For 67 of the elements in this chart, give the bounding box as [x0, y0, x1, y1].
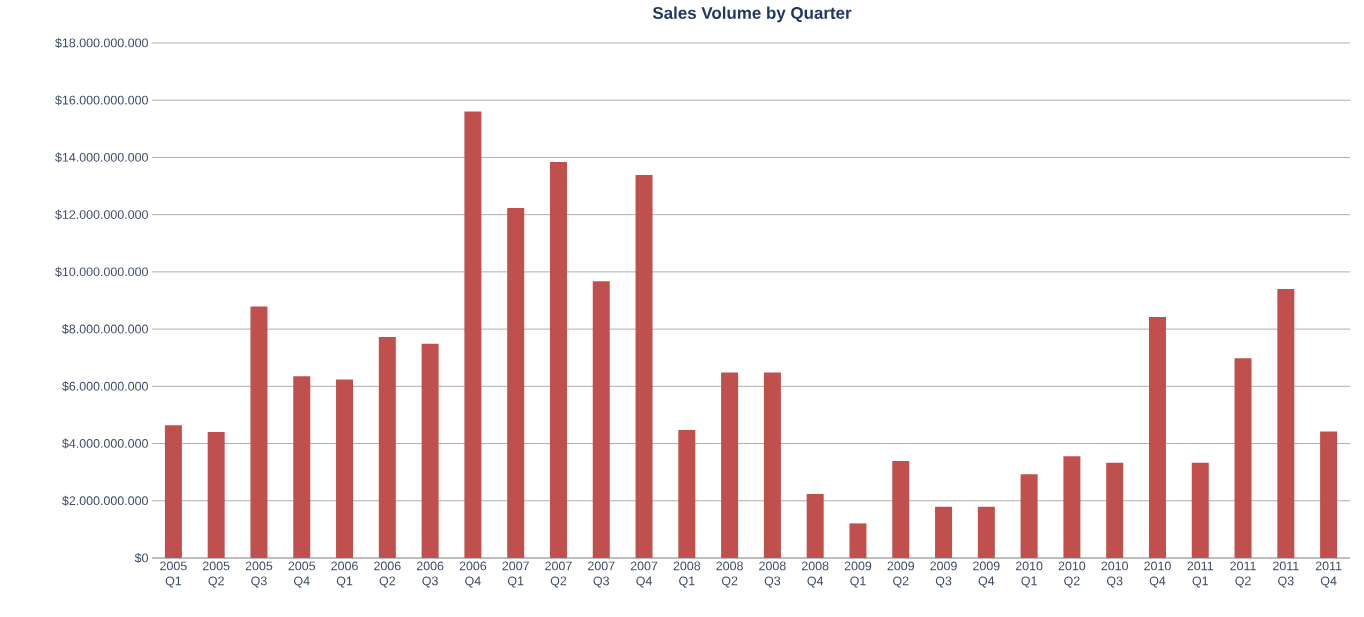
y-tick-label: $8.000.000.000 — [62, 324, 148, 335]
x-tick-label: 2009 Q3 — [930, 561, 957, 588]
x-tick-label: 2011 Q4 — [1315, 561, 1342, 588]
bar — [421, 343, 439, 558]
x-tick-label: 2006 Q1 — [331, 561, 358, 588]
bar — [250, 306, 268, 558]
x-tick-label: 2011 Q2 — [1230, 561, 1256, 588]
bar — [592, 281, 610, 558]
x-tick-label: 2010 Q4 — [1144, 561, 1171, 588]
bar — [1063, 456, 1081, 558]
bar — [336, 379, 354, 558]
bar — [806, 493, 824, 558]
x-tick-label: 2008 Q1 — [673, 561, 701, 588]
y-tick-label: $6.000.000.000 — [62, 381, 148, 392]
bar — [678, 430, 696, 558]
bar — [635, 174, 653, 558]
x-tick-label: 2007 Q4 — [630, 561, 658, 588]
bar — [293, 376, 311, 558]
y-tick-label: $18.000.000.000 — [55, 37, 148, 49]
y-tick-label: $0 — [134, 552, 148, 564]
x-tick-label: 2007 Q2 — [545, 561, 572, 588]
y-tick-label: $10.000.000.000 — [55, 266, 148, 277]
x-tick-label: 2010 Q2 — [1058, 561, 1086, 588]
x-tick-label: 2007 Q1 — [502, 561, 529, 588]
bar — [378, 337, 396, 558]
x-tick-label: 2005 Q3 — [245, 561, 273, 588]
x-tick-label: 2006 Q3 — [416, 561, 444, 588]
x-tick-label: 2007 Q3 — [588, 561, 615, 588]
x-tick-label: 2009 Q4 — [973, 561, 1000, 588]
bar — [1320, 431, 1338, 558]
bar — [763, 372, 781, 558]
bar — [207, 432, 225, 558]
x-tick-label: 2006 Q4 — [459, 561, 487, 588]
x-tick-label: 2005 Q2 — [202, 561, 230, 588]
x-tick-label: 2006 Q2 — [374, 561, 401, 588]
x-tick-label: 2010 Q3 — [1101, 561, 1129, 588]
x-tick-label: 2008 Q4 — [801, 561, 829, 588]
y-tick-label: $12.000.000.000 — [55, 209, 148, 220]
bar — [549, 162, 567, 558]
bar — [464, 111, 482, 558]
bar — [977, 506, 995, 558]
bar — [892, 461, 910, 558]
x-tick-label: 2011 Q3 — [1273, 561, 1299, 588]
bar — [1106, 462, 1124, 558]
bar — [721, 372, 739, 558]
bar — [507, 208, 525, 558]
bar — [164, 425, 182, 558]
bar — [849, 523, 867, 558]
bar — [1191, 462, 1209, 558]
bar — [1148, 317, 1166, 558]
x-tick-label: 2005 Q1 — [160, 561, 187, 588]
bar — [1277, 289, 1295, 558]
x-tick-label: 2010 Q1 — [1015, 561, 1043, 588]
y-tick-label: $16.000.000.000 — [55, 95, 148, 106]
chart-title: Sales Volume by Quarter — [652, 6, 852, 23]
y-tick-label: $2.000.000.000 — [62, 495, 148, 506]
y-tick-label: $4.000.000.000 — [62, 438, 148, 449]
y-tick-label: $14.000.000.000 — [55, 152, 148, 163]
bar — [1234, 358, 1252, 558]
x-tick-label: 2009 Q1 — [844, 561, 872, 588]
x-tick-label: 2008 Q2 — [716, 561, 743, 588]
x-tick-label: 2011 Q1 — [1187, 561, 1214, 588]
bar — [1020, 474, 1038, 558]
x-tick-label: 2005 Q4 — [288, 561, 316, 588]
x-tick-label: 2009 Q2 — [887, 561, 915, 588]
x-tick-label: 2008 Q3 — [759, 561, 786, 588]
bar — [935, 506, 953, 558]
